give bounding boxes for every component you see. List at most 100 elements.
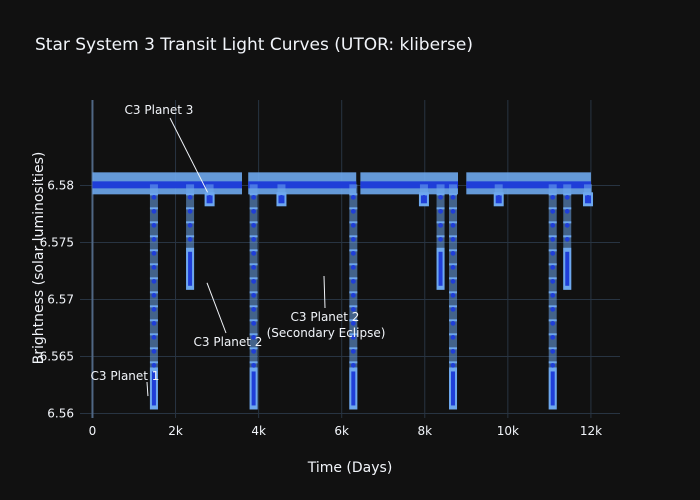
dip-marker bbox=[350, 362, 356, 368]
dip-marker bbox=[450, 292, 456, 298]
dip-marker bbox=[350, 292, 356, 298]
dip-marker bbox=[585, 194, 591, 200]
dip-marker bbox=[251, 222, 257, 228]
x-tick-label: 12k bbox=[580, 424, 602, 438]
x-tick-label: 10k bbox=[497, 424, 519, 438]
dip-marker bbox=[279, 194, 284, 200]
dip-marker bbox=[151, 348, 157, 354]
dip-marker bbox=[550, 320, 556, 326]
dip-marker bbox=[251, 292, 257, 298]
annotation-arrow bbox=[323, 275, 326, 309]
dip-bottom-markers bbox=[451, 371, 456, 406]
dip-marker bbox=[450, 222, 456, 228]
annotation-planet-3: C3 Planet 3 bbox=[125, 103, 194, 117]
dip-marker bbox=[187, 194, 193, 200]
x-tick-label: 2k bbox=[168, 424, 183, 438]
y-axis-title: Brightness (solar luminosities) bbox=[31, 152, 47, 365]
dip-marker bbox=[550, 348, 556, 354]
dip-marker bbox=[251, 362, 257, 368]
dip-marker bbox=[207, 194, 213, 200]
dip-marker bbox=[251, 334, 257, 340]
dip-marker bbox=[550, 264, 556, 270]
annotation-planet-2: C3 Planet 2 bbox=[194, 335, 263, 349]
dip-marker bbox=[350, 208, 356, 214]
baseline-markers bbox=[466, 181, 591, 189]
dip-marker bbox=[151, 292, 157, 298]
annotation-planet-1: C3 Planet 1 bbox=[91, 369, 160, 383]
dip-marker bbox=[496, 194, 502, 200]
dip-marker bbox=[251, 278, 257, 284]
dip-marker bbox=[251, 306, 257, 312]
y-tick-label: 6.56 bbox=[47, 406, 74, 420]
dip-marker bbox=[550, 292, 556, 298]
dip-bottom-markers bbox=[565, 251, 570, 286]
dip-marker bbox=[450, 236, 456, 242]
dip-marker bbox=[151, 306, 157, 312]
dip-marker bbox=[251, 264, 257, 270]
dip-marker bbox=[550, 250, 556, 256]
dip-marker bbox=[450, 348, 456, 354]
dip-marker bbox=[350, 264, 356, 270]
dip-marker bbox=[350, 250, 356, 256]
dip-marker bbox=[187, 222, 193, 228]
dip-bottom-markers bbox=[550, 371, 555, 406]
dip-marker bbox=[151, 362, 157, 368]
dip-marker bbox=[187, 236, 193, 242]
dip-marker bbox=[438, 236, 443, 242]
dip-marker bbox=[550, 306, 556, 312]
dip-marker bbox=[350, 320, 356, 326]
dip-marker bbox=[438, 194, 443, 200]
dip-marker bbox=[564, 194, 570, 200]
dip-marker bbox=[450, 208, 456, 214]
dip-marker bbox=[151, 208, 157, 214]
y-tick-label: 6.57 bbox=[47, 292, 74, 306]
dip-marker bbox=[564, 236, 570, 242]
dip-marker bbox=[350, 194, 356, 200]
dip-marker bbox=[550, 278, 556, 284]
dip-marker bbox=[438, 222, 443, 228]
dip-marker bbox=[151, 334, 157, 340]
dip-marker bbox=[350, 348, 356, 354]
x-tick-label: 4k bbox=[251, 424, 266, 438]
dip-marker bbox=[450, 250, 456, 256]
dip-marker bbox=[550, 194, 556, 200]
baseline-markers bbox=[248, 181, 357, 189]
chart-title: Star System 3 Transit Light Curves (UTOR… bbox=[35, 35, 473, 55]
x-axis-title: Time (Days) bbox=[307, 460, 393, 476]
dip-marker bbox=[151, 236, 157, 242]
dip-marker bbox=[564, 222, 570, 228]
dip-marker bbox=[450, 306, 456, 312]
dip-marker bbox=[450, 278, 456, 284]
annotations: C3 Planet 1 C3 Planet 2 C3 Planet 3 C3 Plan… bbox=[91, 103, 386, 397]
dip-marker bbox=[450, 320, 456, 326]
baseline-series bbox=[92, 172, 591, 195]
annotation-arrow bbox=[146, 381, 149, 397]
annotation-arrow bbox=[169, 117, 209, 193]
dip-marker bbox=[151, 320, 157, 326]
dip-marker bbox=[564, 208, 570, 214]
dip-marker bbox=[251, 320, 257, 326]
dip-marker bbox=[251, 208, 257, 214]
dip-marker bbox=[151, 264, 157, 270]
dip-marker bbox=[550, 236, 556, 242]
dip-marker bbox=[151, 278, 157, 284]
dip-bottom-markers bbox=[351, 371, 356, 406]
dip-bottom-markers bbox=[251, 371, 256, 406]
dip-bottom-markers bbox=[438, 251, 443, 286]
dip-bottom-markers bbox=[151, 371, 156, 406]
baseline-markers bbox=[360, 181, 458, 189]
dip-marker bbox=[251, 250, 257, 256]
annotation-secondary-eclipse-sub: (Secondary Eclipse) bbox=[267, 326, 386, 340]
baseline-markers bbox=[92, 181, 242, 189]
dip-marker bbox=[350, 222, 356, 228]
tick-labels: 6.56 6.565 6.57 6.575 6.58 0 2k 4k 6k 8k 10k 12k bbox=[40, 178, 602, 438]
dip-marker bbox=[421, 194, 427, 200]
dip-marker bbox=[251, 348, 257, 354]
annotation-arrow bbox=[206, 282, 227, 334]
x-tick-label: 6k bbox=[334, 424, 349, 438]
dip-marker bbox=[450, 362, 456, 368]
dip-marker bbox=[350, 278, 356, 284]
dip-marker bbox=[350, 306, 356, 312]
dip-marker bbox=[450, 264, 456, 270]
dip-marker bbox=[350, 236, 356, 242]
